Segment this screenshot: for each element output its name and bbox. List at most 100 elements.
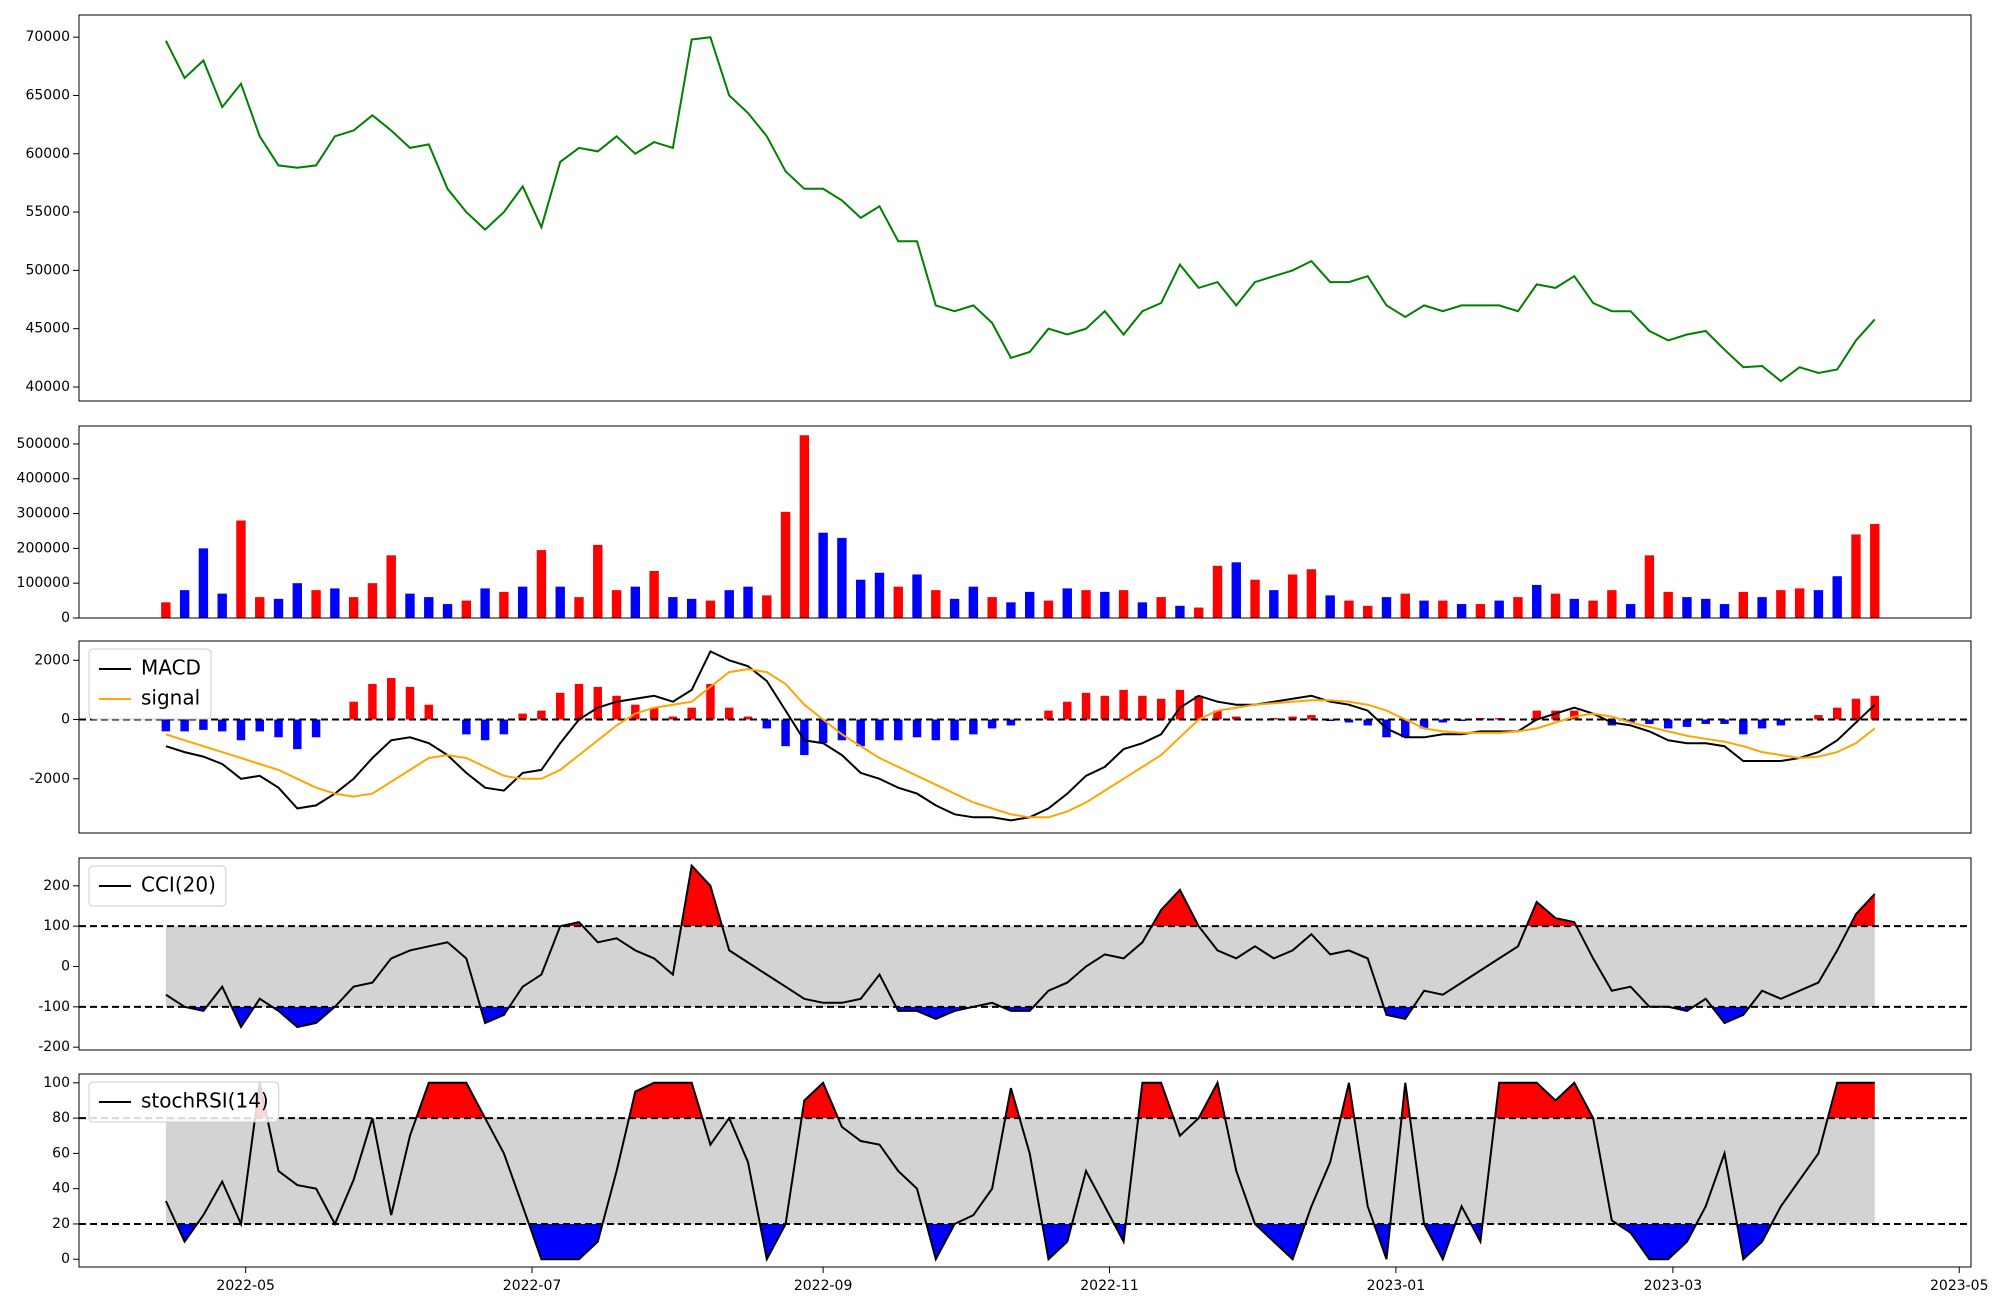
y-tick-label: 40000 bbox=[25, 379, 70, 395]
volume-bar bbox=[912, 574, 922, 618]
volume-bar bbox=[1719, 604, 1730, 618]
volume-bar bbox=[1625, 604, 1636, 618]
histogram-bar bbox=[612, 695, 621, 720]
histogram-bar bbox=[894, 719, 903, 741]
volume-bar bbox=[1269, 590, 1279, 618]
volume-bar bbox=[386, 555, 396, 618]
y-tick-label: 50000 bbox=[25, 262, 70, 278]
histogram-bar bbox=[743, 716, 753, 720]
histogram-bar bbox=[1307, 715, 1316, 720]
histogram-bar bbox=[856, 719, 865, 747]
volume-bar bbox=[1250, 579, 1260, 618]
histogram-bar bbox=[199, 719, 208, 730]
histogram-bar bbox=[386, 678, 396, 720]
histogram-bar bbox=[180, 719, 189, 732]
y-tick-label: 200000 bbox=[17, 540, 70, 556]
histogram-bar bbox=[1776, 719, 1786, 726]
x-tick-label: 2023-03 bbox=[1644, 1278, 1703, 1294]
volume-bar bbox=[536, 550, 547, 618]
histogram-bar bbox=[1532, 710, 1541, 720]
y-tick-label: 80 bbox=[52, 1110, 70, 1126]
histogram-bar bbox=[574, 683, 584, 720]
plot-frame bbox=[78, 857, 1972, 1051]
volume-bar bbox=[837, 537, 847, 618]
volume-bar bbox=[1475, 604, 1486, 618]
histogram-bar bbox=[1645, 719, 1654, 724]
histogram-bar bbox=[349, 701, 358, 720]
volume-bar bbox=[799, 435, 810, 618]
volume-bar bbox=[855, 579, 866, 618]
volume-bar bbox=[1062, 588, 1072, 618]
histogram-bar bbox=[462, 719, 471, 735]
histogram-bar bbox=[1100, 695, 1110, 720]
y-tick-label: 65000 bbox=[25, 87, 70, 103]
volume-bar bbox=[1682, 597, 1692, 618]
histogram-bar bbox=[1401, 719, 1410, 738]
volume-bar bbox=[1212, 565, 1223, 618]
legend-label: CCI(20) bbox=[141, 873, 216, 897]
volume-bar bbox=[724, 590, 734, 618]
y-tick-label: -200 bbox=[38, 1039, 70, 1055]
legend-box bbox=[88, 1081, 280, 1123]
volume-bar bbox=[1870, 524, 1880, 618]
volume-bar bbox=[198, 548, 209, 618]
y-tick-label: 40 bbox=[52, 1181, 70, 1197]
histogram-bar bbox=[781, 719, 790, 747]
series-line bbox=[165, 863, 1876, 1030]
histogram-bar bbox=[1325, 719, 1335, 721]
legend: MACD signal bbox=[88, 648, 212, 720]
histogram-bar bbox=[161, 719, 171, 732]
plot-frame bbox=[78, 1073, 1972, 1268]
histogram-bar bbox=[649, 707, 659, 720]
volume-bar bbox=[949, 598, 960, 618]
volume-bar bbox=[593, 544, 603, 618]
x-tick-label: 2022-09 bbox=[794, 1278, 853, 1294]
volume-bar bbox=[931, 590, 941, 618]
plot-frame bbox=[78, 425, 1972, 619]
volume-bar bbox=[1532, 584, 1542, 618]
volume-bar bbox=[1663, 591, 1673, 618]
volume-bar bbox=[893, 586, 903, 618]
volume-bar bbox=[1381, 597, 1392, 618]
series-line bbox=[165, 668, 1876, 819]
overbought-fill bbox=[165, 1082, 1875, 1119]
neutral-band bbox=[165, 1118, 1875, 1224]
histogram-bar bbox=[1682, 719, 1692, 727]
y-tick-label: 100000 bbox=[17, 575, 70, 591]
histogram-bar bbox=[1344, 719, 1354, 723]
y-tick-label: 55000 bbox=[25, 204, 70, 220]
volume-bar bbox=[1513, 597, 1523, 618]
volume-bar bbox=[161, 602, 171, 618]
volume-bar bbox=[1081, 590, 1091, 618]
histogram-bar bbox=[499, 719, 509, 735]
volume-bar bbox=[1832, 576, 1842, 618]
volume-bar bbox=[311, 590, 321, 618]
volume-bar bbox=[1588, 600, 1598, 618]
volume-bar bbox=[1043, 600, 1054, 618]
histogram-bar bbox=[1119, 689, 1128, 720]
histogram-bar bbox=[480, 719, 490, 741]
histogram-bar bbox=[687, 707, 696, 720]
y-tick-label: 400000 bbox=[17, 471, 70, 487]
volume-bar bbox=[330, 588, 340, 618]
histogram-bar bbox=[1663, 719, 1673, 729]
volume-bar bbox=[611, 590, 622, 618]
histogram-bar bbox=[931, 719, 941, 741]
volume-bar bbox=[1757, 597, 1767, 618]
histogram-bar bbox=[518, 713, 527, 720]
y-tick-label: 0 bbox=[61, 1251, 70, 1267]
histogram-bar bbox=[1814, 715, 1823, 720]
y-tick-label: 0 bbox=[61, 959, 70, 975]
volume-bar bbox=[1100, 591, 1110, 618]
volume-bar bbox=[1644, 555, 1655, 618]
volume-bar bbox=[499, 591, 509, 618]
plot-frame bbox=[78, 14, 1972, 402]
price-line bbox=[165, 36, 1876, 383]
volume-bar bbox=[1438, 600, 1448, 618]
histogram-bar bbox=[875, 719, 884, 741]
volume-bar bbox=[1851, 534, 1861, 618]
volume-bar bbox=[1306, 569, 1317, 618]
histogram-bar bbox=[593, 686, 602, 720]
histogram-bar bbox=[1081, 692, 1091, 720]
